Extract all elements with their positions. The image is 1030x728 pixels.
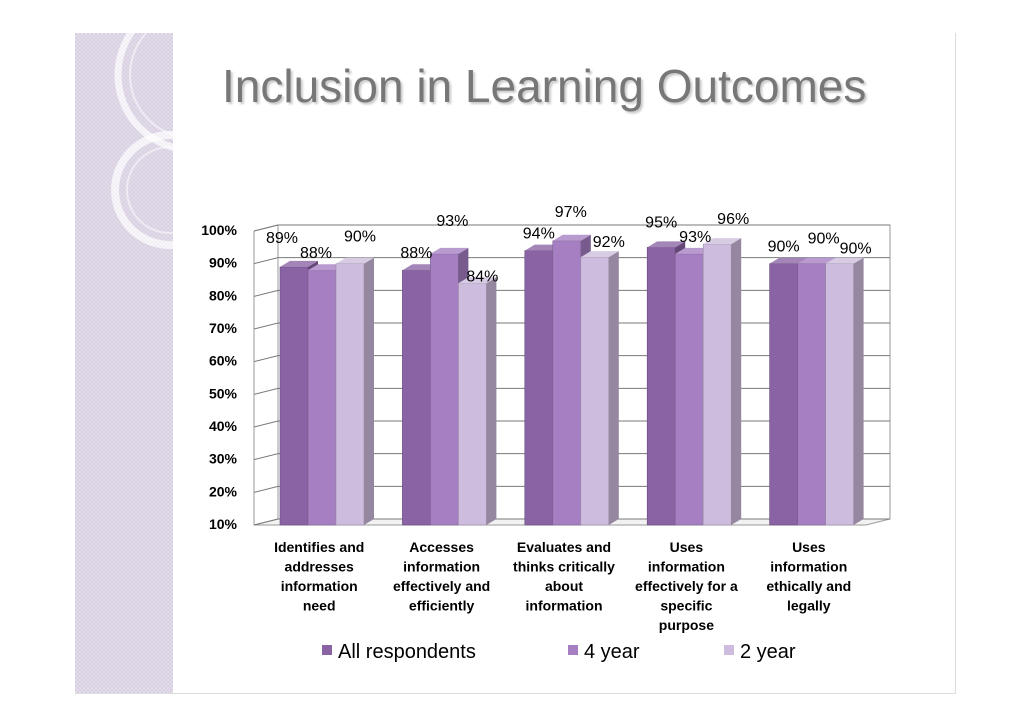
- x-axis-labels: Identifies and addresses information need Ac…: [274, 539, 851, 633]
- legend-label-two_year: 2 year: [740, 641, 796, 663]
- data-label: 93%: [436, 213, 468, 230]
- bar-top-all_respondents-4: [647, 241, 686, 248]
- data-label: 96%: [717, 211, 749, 228]
- x-tick-label: information: [281, 578, 358, 594]
- bar-side-two_year-2: [486, 277, 497, 525]
- x-tick-label: information: [526, 598, 603, 614]
- y-tick-label: 10%: [209, 516, 238, 532]
- x-tick-label: efficiently: [409, 598, 475, 614]
- legend-label-all_respondents: All respondents: [338, 641, 476, 663]
- x-tick-label: information: [770, 559, 847, 575]
- bar-four_year-2: [430, 253, 459, 526]
- bar-four_year-3: [552, 240, 582, 526]
- legend-label-four_year: 4 year: [584, 641, 640, 663]
- y-tick-label: 70%: [209, 320, 238, 336]
- y-axis-ticks: 10% 20% 30% 40% 50% 60% 70% 80% 90% 100%: [201, 222, 237, 532]
- x-tick-label: about: [545, 578, 583, 594]
- slide-title: Inclusion in Learning Outcomes: [222, 58, 866, 114]
- bar-all_respondents-4: [646, 247, 676, 526]
- bar-all_respondents-1: [279, 266, 309, 526]
- x-tick-label: Accesses: [409, 539, 474, 555]
- data-label: 90%: [344, 229, 376, 246]
- x-tick-label: thinks critically: [513, 559, 615, 575]
- y-tick-label: 60%: [209, 353, 238, 369]
- gridline: [253, 224, 890, 232]
- bar-two_year-5: [825, 263, 854, 526]
- y-tick-label: 90%: [209, 255, 238, 271]
- bar-two_year-3: [580, 256, 610, 526]
- x-tick-label: information: [403, 559, 480, 575]
- data-label: 90%: [768, 239, 800, 256]
- bar-four_year-1: [307, 269, 337, 526]
- bar-top-two_year-5: [825, 257, 864, 264]
- bar-all_respondents-2: [402, 269, 431, 526]
- chart-bars: [279, 234, 864, 526]
- x-tick-label: Uses: [670, 539, 704, 555]
- chart-legend: All respondents 4 year 2 year: [322, 641, 796, 663]
- y-tick-label: 20%: [209, 483, 238, 499]
- bar-four_year-5: [797, 263, 826, 526]
- data-labels: 89%88%90%88%93%84%94%97%92%95%93%96%90% 9…: [266, 204, 872, 285]
- data-label: 97%: [555, 204, 587, 221]
- bar-top-all_respondents-5: [769, 257, 808, 264]
- data-label: 88%: [400, 245, 432, 262]
- bar-side-two_year-4: [731, 238, 742, 526]
- bar-two_year-1: [335, 263, 365, 526]
- data-label: 84%: [466, 268, 498, 285]
- bar-side-two_year-3: [608, 251, 619, 525]
- bar-top-two_year-4: [703, 238, 742, 245]
- x-tick-label: Evaluates and: [517, 539, 611, 555]
- bar-side-two_year-1: [364, 257, 374, 525]
- x-tick-label: need: [303, 598, 336, 614]
- bar-top-all_respondents-1: [280, 260, 318, 267]
- data-label: 90%: [840, 241, 872, 258]
- bar-top-four_year-2: [430, 247, 469, 254]
- x-tick-label: specific: [660, 598, 712, 614]
- slide-title-text: Inclusion in Learning Outcomes: [222, 60, 867, 112]
- bar-all_respondents-3: [524, 250, 554, 526]
- y-tick-label: 40%: [209, 418, 238, 434]
- data-label: 94%: [523, 226, 555, 243]
- x-tick-label: effectively for a: [635, 578, 738, 594]
- x-tick-label: effectively and: [393, 578, 490, 594]
- y-tick-label: 50%: [209, 385, 238, 401]
- bar-top-two_year-2: [458, 277, 497, 284]
- x-tick-label: Identifies and: [274, 539, 364, 555]
- data-label: 92%: [593, 234, 625, 251]
- bar-four_year-4: [674, 253, 704, 526]
- legend-swatch-four_year: [568, 645, 578, 655]
- x-tick-label: information: [648, 559, 725, 575]
- legend-swatch-all_respondents: [322, 645, 332, 655]
- y-tick-label: 100%: [201, 222, 237, 238]
- x-tick-label: ethically and: [766, 578, 851, 594]
- bar-top-four_year-5: [797, 257, 836, 264]
- y-tick-label: 30%: [209, 451, 238, 467]
- bar-two_year-4: [702, 243, 732, 526]
- legend-swatch-two_year: [724, 645, 734, 655]
- bar-side-two_year-5: [853, 257, 864, 525]
- x-tick-label: legally: [787, 598, 831, 614]
- bar-top-two_year-3: [580, 251, 619, 258]
- data-label: 89%: [266, 230, 298, 247]
- bar-top-four_year-3: [552, 234, 591, 241]
- data-label: 90%: [808, 231, 840, 248]
- x-tick-label: purpose: [659, 617, 714, 633]
- x-tick-label: Uses: [792, 539, 826, 555]
- data-label: 93%: [679, 229, 711, 246]
- data-label: 95%: [645, 214, 677, 231]
- bar-top-two_year-1: [336, 257, 374, 264]
- y-tick-label: 80%: [209, 287, 238, 303]
- bar-all_respondents-5: [769, 263, 798, 526]
- bar-two_year-2: [458, 282, 487, 526]
- x-tick-label: addresses: [285, 559, 354, 575]
- data-label: 88%: [300, 245, 332, 262]
